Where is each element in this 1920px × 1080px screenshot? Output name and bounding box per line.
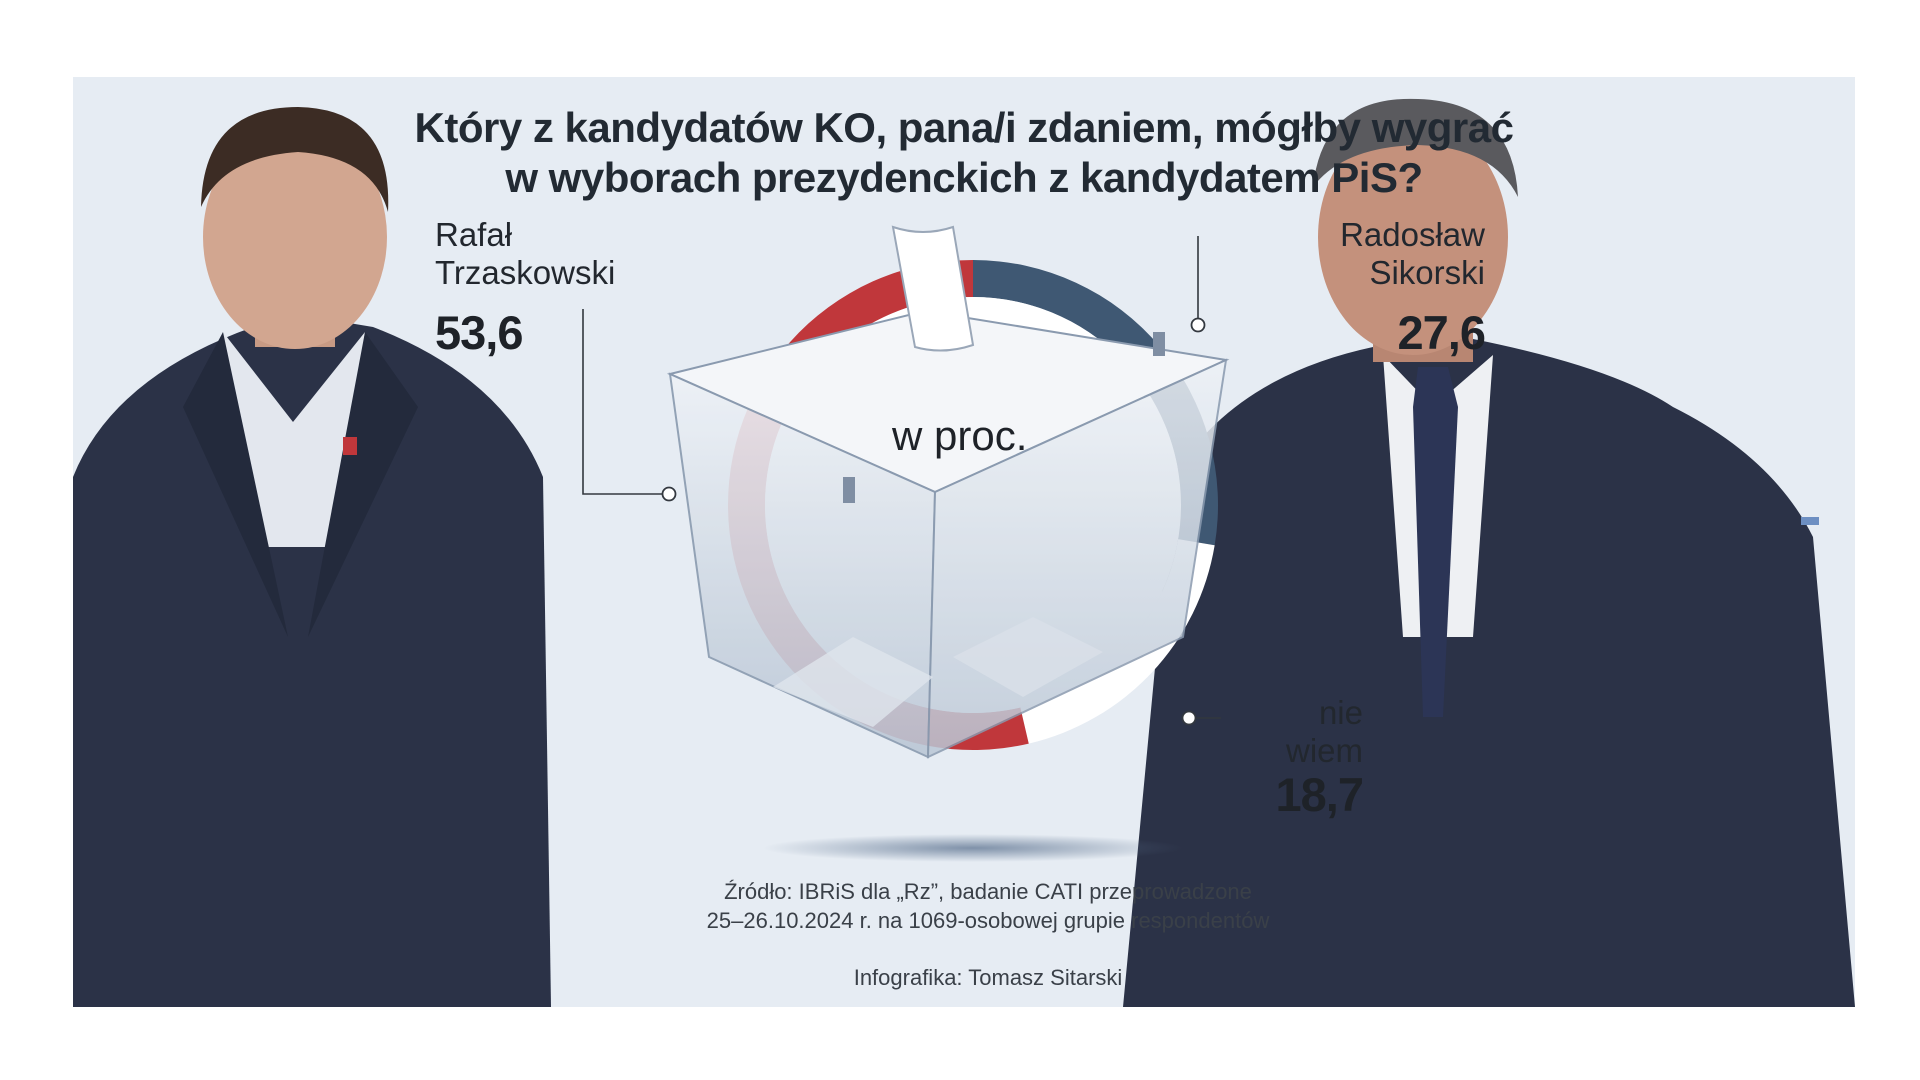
credit-note: Infografika: Tomasz Sitarski bbox=[853, 965, 1123, 990]
label-sikorski: Radosław Sikorski bbox=[1340, 216, 1485, 292]
title-line-2: w wyborach prezydenckich z kandydatem Pi… bbox=[505, 154, 1423, 201]
label-nie-wiem: nie wiem bbox=[1243, 694, 1363, 770]
ballot-box-shadow bbox=[763, 834, 1183, 862]
infographic-art bbox=[73, 98, 1855, 1007]
infographic-panel: Który z kandydatów KO, pana/i zdaniem, m… bbox=[73, 77, 1855, 1007]
label-nie-wiem-line-2: wiem bbox=[1285, 732, 1363, 769]
source-line-1: Źródło: IBRiS dla „Rz”, badanie CATI prz… bbox=[724, 879, 1252, 904]
leader-dot-nie-wiem bbox=[1181, 710, 1197, 726]
leader-dot-trzaskowski bbox=[661, 486, 677, 502]
leader-dot-sikorski bbox=[1190, 317, 1206, 333]
label-trzaskowski-line-2: Trzaskowski bbox=[435, 254, 616, 291]
value-sikorski: 27,6 bbox=[1397, 306, 1486, 359]
title-line-1: Który z kandydatów KO, pana/i zdaniem, m… bbox=[414, 104, 1514, 151]
leader-lines bbox=[582, 236, 1221, 726]
chart-title: Który z kandydatów KO, pana/i zdaniem, m… bbox=[73, 103, 1855, 203]
label-nie-wiem-line-1: nie bbox=[1318, 694, 1363, 731]
ballot-box-icon bbox=[666, 225, 1230, 759]
label-sikorski-line-2: Sikorski bbox=[1369, 254, 1485, 291]
source-line-2: 25–26.10.2024 r. na 1069-osobowej grupie… bbox=[706, 908, 1270, 933]
label-trzaskowski-line-1: Rafał bbox=[435, 216, 513, 253]
photo-trzaskowski bbox=[73, 107, 551, 1007]
unit-label: w proc. bbox=[892, 412, 1028, 459]
value-trzaskowski: 53,6 bbox=[435, 306, 523, 359]
photo-sikorski bbox=[1123, 98, 1855, 1007]
value-nie-wiem: 18,7 bbox=[1275, 768, 1364, 821]
label-sikorski-line-1: Radosław bbox=[1340, 216, 1485, 253]
label-trzaskowski: Rafał Trzaskowski bbox=[435, 216, 615, 292]
source-note: Źródło: IBRiS dla „Rz”, badanie CATI prz… bbox=[633, 877, 1343, 935]
